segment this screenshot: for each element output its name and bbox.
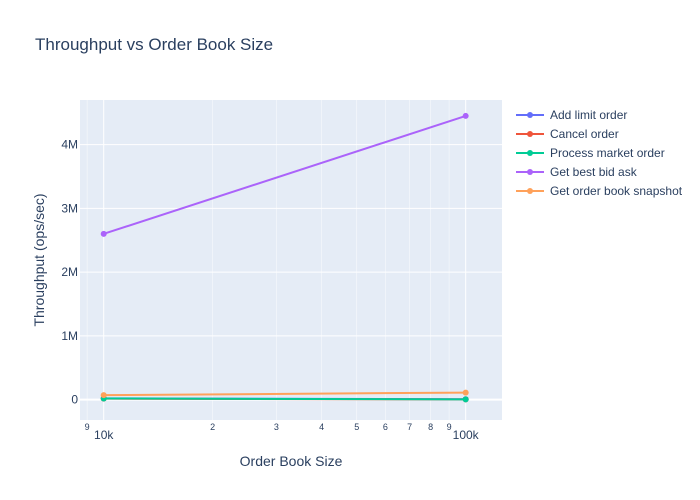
x-minor-tick-label: 9 xyxy=(85,422,90,432)
x-tick-label: 10k xyxy=(94,428,114,442)
legend-item: Process market order xyxy=(516,146,665,160)
chart-title: Throughput vs Order Book Size xyxy=(35,35,273,54)
legend-label: Process market order xyxy=(550,146,665,160)
y-tick-label: 2M xyxy=(61,265,78,279)
x-minor-tick-label: 8 xyxy=(428,422,433,432)
series-layer xyxy=(100,112,469,403)
data-point xyxy=(100,230,107,237)
legend-item: Add limit order xyxy=(516,108,627,122)
x-minor-tick-label: 7 xyxy=(407,422,412,432)
legend-marker xyxy=(527,169,533,175)
legend-marker xyxy=(527,150,533,156)
x-tick-label: 100k xyxy=(453,428,480,442)
series-5 xyxy=(100,389,469,399)
series-line xyxy=(103,391,466,397)
x-minor-tick-label: 9 xyxy=(447,422,452,432)
legend-item: Get order book snapshot xyxy=(516,184,683,198)
x-minor-tick-label: 3 xyxy=(274,422,279,432)
data-point xyxy=(462,389,469,396)
legend-label: Add limit order xyxy=(550,108,627,122)
series-4 xyxy=(100,112,469,237)
series-line xyxy=(103,114,466,235)
data-point xyxy=(462,112,469,119)
series-line xyxy=(103,397,466,401)
x-minor-tick-label: 4 xyxy=(319,422,324,432)
x-minor-tick-label: 5 xyxy=(354,422,359,432)
legend: Add limit order Cancel order Process marke… xyxy=(516,108,683,198)
y-tick-label: 0 xyxy=(71,393,78,407)
data-point xyxy=(100,392,107,399)
y-axis-title: Throughput (ops/sec) xyxy=(31,193,47,326)
legend-label: Cancel order xyxy=(550,127,619,141)
legend-item: Get best bid ask xyxy=(516,165,638,179)
legend-label: Get order book snapshot xyxy=(550,184,683,198)
x-minor-tick-label: 6 xyxy=(383,422,388,432)
legend-marker xyxy=(527,112,533,118)
y-axis: 0 1M 2M 3M 4M xyxy=(61,138,78,407)
y-tick-label: 3M xyxy=(61,201,78,215)
x-minor-tick-label: 2 xyxy=(210,422,215,432)
legend-item: Cancel order xyxy=(516,127,619,141)
legend-marker xyxy=(527,131,533,137)
data-point xyxy=(462,396,469,403)
plot-area xyxy=(80,100,502,420)
y-tick-label: 4M xyxy=(61,138,78,152)
x-axis-title: Order Book Size xyxy=(240,453,343,469)
legend-label: Get best bid ask xyxy=(550,165,638,179)
gridlines xyxy=(80,100,502,420)
y-tick-label: 1M xyxy=(61,329,78,343)
x-axis: 9 2 3 4 5 6 7 8 9 10k 100k xyxy=(85,422,480,442)
legend-marker xyxy=(527,188,533,194)
